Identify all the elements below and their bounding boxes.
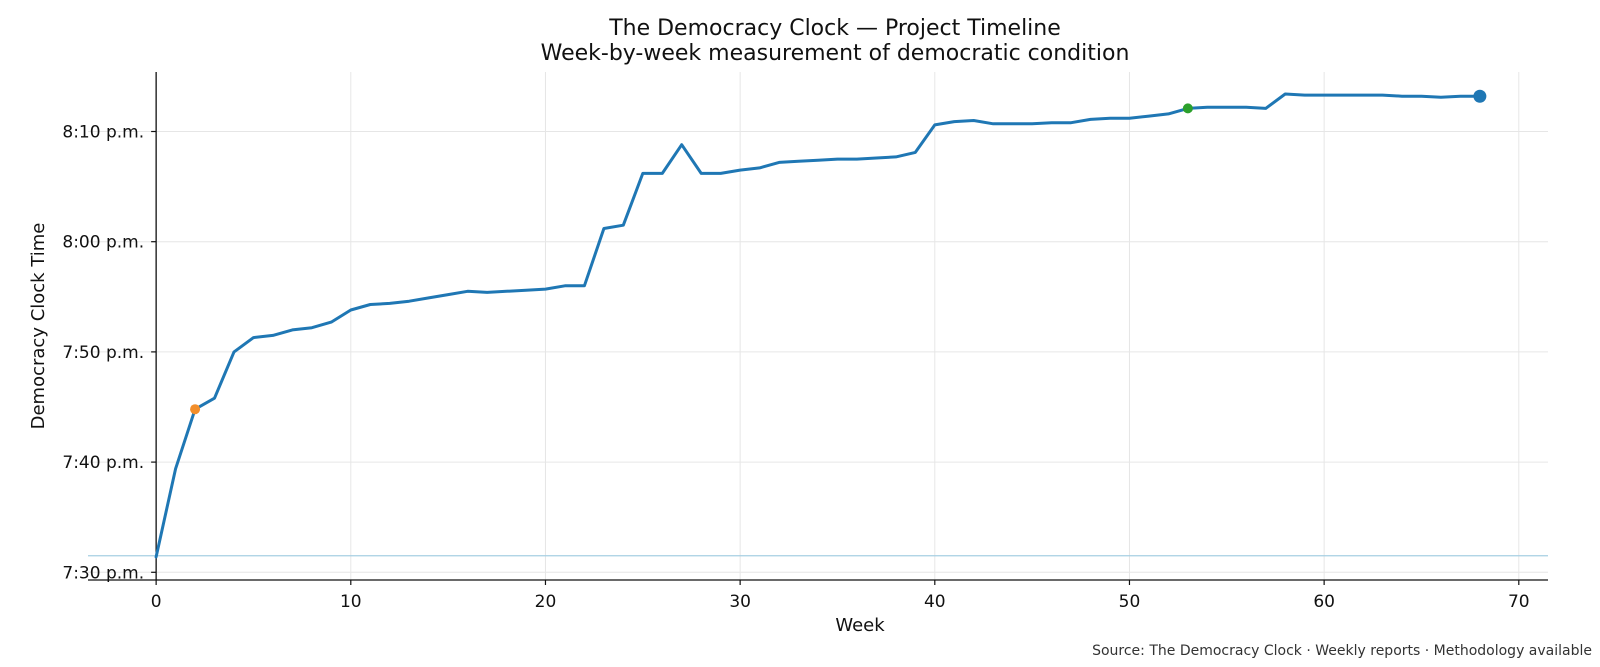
y-tick-label: 7:40 p.m. [62, 453, 144, 473]
y-tick-label: 8:10 p.m. [62, 123, 144, 143]
x-tick-label: 50 [1119, 592, 1141, 612]
y-axis-ticks: 7:30 p.m. 7:40 p.m. 7:50 p.m. 8:00 p.m. 8:10… [62, 123, 157, 583]
y-axis-label: Democracy Clock Time [28, 223, 49, 430]
y-tick-label: 7:30 p.m. [62, 563, 144, 583]
source-note: Source: The Democracy Clock · Weekly rep… [1092, 643, 1592, 659]
x-tick-label: 60 [1313, 592, 1335, 612]
chart-subtitle: Week-by-week measurement of democratic c… [540, 41, 1130, 66]
series-group [154, 92, 1482, 559]
chart-title: The Democracy Clock — Project Timeline [609, 16, 1061, 41]
x-tick-label: 20 [535, 592, 557, 612]
chart-axes [88, 72, 1548, 581]
x-axis-ticks: 0 10 20 30 40 50 60 70 [151, 580, 1530, 612]
marker-group [190, 89, 1487, 415]
x-axis-label: Week [835, 615, 885, 636]
data-point-marker [1182, 103, 1193, 114]
x-tick-label: 30 [729, 592, 751, 612]
y-tick-label: 8:00 p.m. [62, 233, 144, 253]
series-line [154, 92, 1482, 559]
data-point-marker [1473, 89, 1487, 103]
y-tick-label: 7:50 p.m. [62, 343, 144, 363]
x-tick-label: 10 [340, 592, 362, 612]
grid-lines [88, 72, 1548, 580]
x-tick-label: 0 [151, 592, 162, 612]
x-tick-label: 70 [1508, 592, 1530, 612]
x-tick-label: 40 [924, 592, 946, 612]
data-point-marker [190, 404, 201, 415]
